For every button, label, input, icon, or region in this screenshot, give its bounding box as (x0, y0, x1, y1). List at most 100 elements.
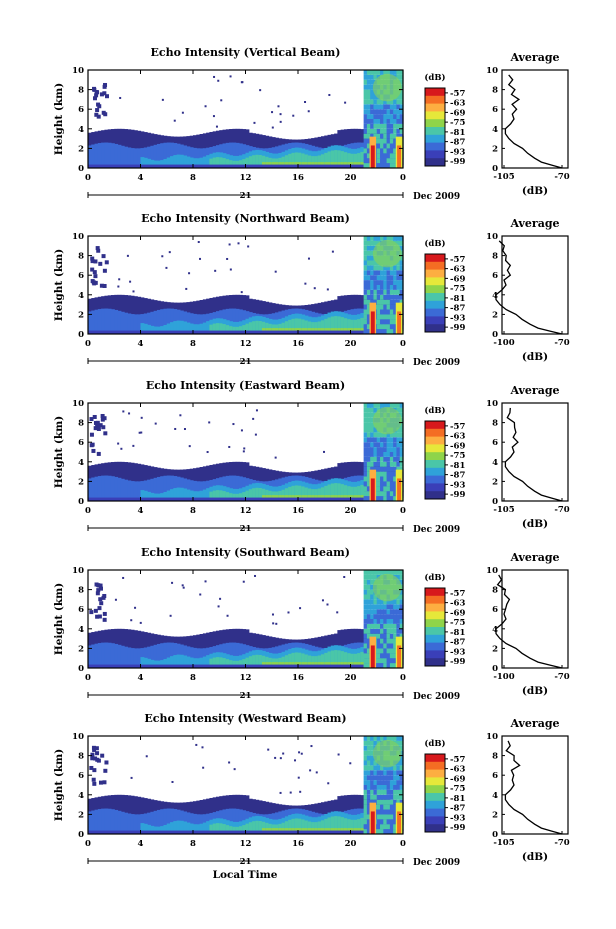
average-x-tick: -105 (493, 505, 514, 515)
x-tick-label: 4 (138, 839, 144, 849)
panel-title: Echo Intensity (Westward Beam) (144, 712, 346, 725)
average-line (504, 407, 563, 502)
average-y-tick: 6 (492, 438, 498, 448)
average-y-tick: 2 (492, 310, 498, 320)
average-x-tick: -105 (493, 838, 514, 848)
y-axis: 0 2 4 6 8 10 (72, 566, 403, 674)
panel-1: Echo Intensity (Vertical Beam) 0 2 4 6 8 10 Hei… (53, 46, 570, 202)
date-day: 21 (240, 357, 252, 367)
colorbar-label: -87 (450, 304, 465, 314)
panel-4: Echo Intensity (Southward Beam) 0 2 4 6 8 10 He… (53, 546, 570, 702)
colorbar-label: -87 (450, 138, 465, 148)
average-title: Average (509, 51, 559, 64)
colorbar-label: -99 (450, 657, 465, 667)
date-bar: 21 Dec 2009 (87, 357, 460, 368)
colorbar-label: -57 (450, 89, 465, 99)
average-x-tick: -100 (493, 338, 514, 348)
average-profile: Average 0 2 4 6 8 10 -100 -70 (dB) (486, 551, 570, 697)
y-tick-label: 10 (72, 732, 84, 742)
y-tick-label: 8 (78, 586, 84, 596)
colorbar-label: -75 (450, 784, 465, 794)
average-x-tick: -70 (554, 838, 569, 848)
y-axis-label: Height (km) (53, 583, 65, 655)
heatmap (88, 403, 404, 501)
average-y-tick: 6 (492, 105, 498, 115)
x-tick-label: 0 (400, 673, 406, 683)
heatmap (88, 236, 404, 334)
x-tick-label: 0 (400, 506, 406, 516)
colorbar-label: -99 (450, 157, 465, 167)
average-y-tick: 10 (486, 399, 498, 409)
average-frame (501, 235, 569, 335)
average-profile: Average 0 2 4 6 8 10 -105 -70 (dB) (486, 384, 570, 530)
colorbar-label: -57 (450, 255, 465, 265)
date-month: Dec 2009 (413, 358, 460, 368)
x-tick-label: 16 (292, 839, 304, 849)
average-frame (501, 569, 569, 669)
y-tick-label: 10 (72, 66, 84, 76)
colorbar-label: -69 (450, 441, 465, 451)
y-tick-label: 4 (78, 125, 84, 135)
y-tick-label: 6 (78, 438, 84, 448)
average-x-tick: -70 (554, 172, 569, 182)
average-y-tick: 10 (486, 566, 498, 576)
y-axis-label: Height (km) (53, 749, 65, 821)
colorbar-label: -63 (450, 599, 465, 609)
y-axis: 0 2 4 6 8 10 (72, 399, 403, 507)
average-y-tick: 2 (492, 144, 498, 154)
average-y-tick: 0 (492, 664, 498, 674)
x-axis: 0 4 8 12 16 20 0 (85, 736, 406, 849)
panel-2: Echo Intensity (Northward Beam) 0 2 4 6 8 10 He… (53, 212, 570, 368)
average-line (504, 740, 563, 835)
colorbar-label: -63 (450, 765, 465, 775)
y-axis: 0 2 4 6 8 10 (72, 66, 403, 174)
average-x-tick: -100 (493, 672, 514, 682)
average-y-tick: 4 (492, 125, 498, 135)
x-tick-label: 12 (240, 839, 252, 849)
colorbar-unit: (dB) (424, 72, 445, 83)
y-tick-label: 2 (78, 144, 84, 154)
x-tick-label: 16 (292, 506, 304, 516)
x-axis: 0 4 8 12 16 20 0 (85, 70, 406, 183)
x-tick-label: 4 (138, 673, 144, 683)
x-tick-label: 4 (138, 173, 144, 183)
average-line (504, 74, 563, 169)
colorbar-unit: (dB) (424, 572, 445, 583)
average-y-tick: 0 (492, 164, 498, 174)
colorbar-label: -63 (450, 432, 465, 442)
date-month: Dec 2009 (413, 192, 460, 202)
colorbar-label: -93 (450, 480, 465, 490)
x-tick-label: 0 (85, 839, 91, 849)
average-y-tick: 8 (492, 252, 498, 262)
y-axis-label: Height (km) (53, 83, 65, 155)
colorbar: (dB) -57-63-69-75-81-87-93-99 (424, 72, 465, 167)
y-tick-label: 4 (78, 791, 84, 801)
colorbar-label: -87 (450, 638, 465, 648)
average-y-tick: 6 (492, 771, 498, 781)
average-x-label: (dB) (522, 351, 548, 363)
colorbar-label: -93 (450, 647, 465, 657)
y-tick-label: 10 (72, 566, 84, 576)
y-axis-label: Height (km) (53, 249, 65, 321)
colorbar-unit: (dB) (424, 238, 445, 249)
average-x-tick: -70 (554, 338, 569, 348)
x-tick-label: 20 (345, 173, 357, 183)
y-tick-label: 0 (78, 164, 84, 174)
average-profile: Average 0 2 4 6 8 10 -100 -70 (dB) (486, 217, 570, 363)
average-y-tick: 4 (492, 625, 498, 635)
y-tick-label: 2 (78, 477, 84, 487)
y-axis-label: Height (km) (53, 416, 65, 488)
average-y-tick: 4 (492, 291, 498, 301)
y-tick-label: 6 (78, 271, 84, 281)
panel-3: Echo Intensity (Eastward Beam) 0 2 4 6 8 10 Hei… (53, 379, 570, 535)
x-tick-label: 12 (240, 673, 252, 683)
colorbar-label: -57 (450, 755, 465, 765)
average-frame (501, 402, 569, 502)
y-tick-label: 0 (78, 664, 84, 674)
colorbar-unit: (dB) (424, 405, 445, 416)
average-frame (501, 735, 569, 835)
x-tick-label: 0 (85, 673, 91, 683)
average-profile: Average 0 2 4 6 8 10 -105 -70 (dB) (486, 51, 570, 197)
y-tick-label: 8 (78, 419, 84, 429)
